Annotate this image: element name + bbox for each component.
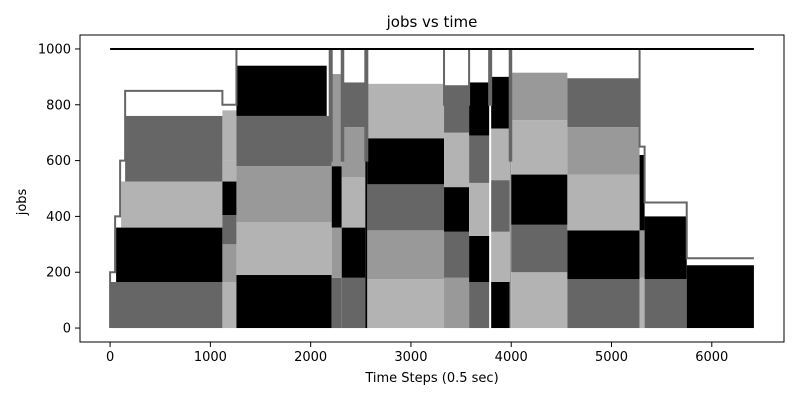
job-block-20 [341,227,366,278]
job-block-25 [367,279,445,329]
job-block-45 [509,160,512,329]
job-block-12 [236,166,332,222]
job-block-21 [341,177,366,228]
job-block-41 [491,231,510,282]
job-block-52 [567,230,640,280]
job-block-35 [469,281,490,329]
job-block-18 [331,74,342,167]
job-block-49 [511,120,568,175]
job-block-43 [491,128,510,181]
job-block-33 [444,132,470,188]
job-block-5 [222,244,237,282]
job-block-6 [222,215,237,245]
job-block-26 [367,230,445,280]
y-tick-label: 1000 [38,42,71,57]
job-block-50 [511,72,568,121]
job-block-34 [444,85,470,133]
job-block-32 [444,187,470,232]
x-tick-label: 4000 [495,350,528,365]
job-block-28 [367,138,445,185]
y-tick-label: 600 [46,154,71,169]
job-block-14 [236,65,327,116]
job-block-29 [367,83,445,139]
job-block-15 [331,277,342,329]
x-tick-label: 2000 [294,350,327,365]
y-tick-label: 0 [63,322,71,337]
job-block-0 [110,281,223,329]
x-tick-label: 0 [106,350,114,365]
job-block-54 [567,127,640,175]
job-block-47 [511,224,568,273]
chart-title: jobs vs time [386,13,478,31]
job-block-22 [341,127,366,178]
axes-frame [79,34,785,343]
job-block-46 [511,272,568,329]
job-block-44 [491,76,510,129]
job-block-2 [121,181,223,228]
x-tick-label: 5000 [595,350,628,365]
y-tick-label: 800 [46,98,71,113]
job-block-42 [491,180,510,232]
job-block-36 [469,235,490,282]
job-block-3 [125,115,223,182]
job-block-10 [236,275,332,329]
job-block-38 [469,135,490,183]
job-block-37 [469,182,490,236]
job-block-23 [341,82,366,128]
job-block-57 [639,230,645,278]
job-block-27 [367,184,445,231]
job-block-13 [236,115,332,167]
job-block-60 [644,216,687,280]
job-block-1 [116,227,223,282]
job-block-58 [639,155,645,231]
job-block-19 [341,277,366,329]
y-axis: 0 200 400 600 800 1000 [38,42,80,337]
y-tick-label: 400 [46,210,71,225]
job-block-24 [365,90,368,329]
job-block-30 [444,277,470,329]
job-block-9 [222,110,237,161]
job-block-8 [222,160,237,182]
y-axis-label: jobs [15,188,30,216]
job-block-40 [491,281,510,329]
plot-area [109,47,754,329]
job-block-11 [236,221,332,276]
x-tick-label: 1000 [194,350,227,365]
x-axis-label: Time Steps (0.5 sec) [364,371,498,386]
job-block-59 [644,279,687,329]
x-tick-label: 6000 [695,350,728,365]
job-block-16 [331,227,342,278]
job-block-39 [469,82,490,136]
job-block-55 [567,78,640,128]
x-tick-label: 3000 [394,350,427,365]
job-block-31 [444,231,470,278]
job-block-4 [222,281,237,329]
job-block-61 [686,265,754,329]
job-block-56 [639,277,645,329]
job-block-7 [222,181,237,216]
x-axis: 0 1000 2000 3000 4000 5000 6000 [106,342,728,365]
job-block-51 [567,279,640,329]
job-block-53 [567,174,640,231]
job-block-17 [331,166,342,228]
job-block-48 [511,174,568,225]
y-tick-label: 200 [46,266,71,281]
